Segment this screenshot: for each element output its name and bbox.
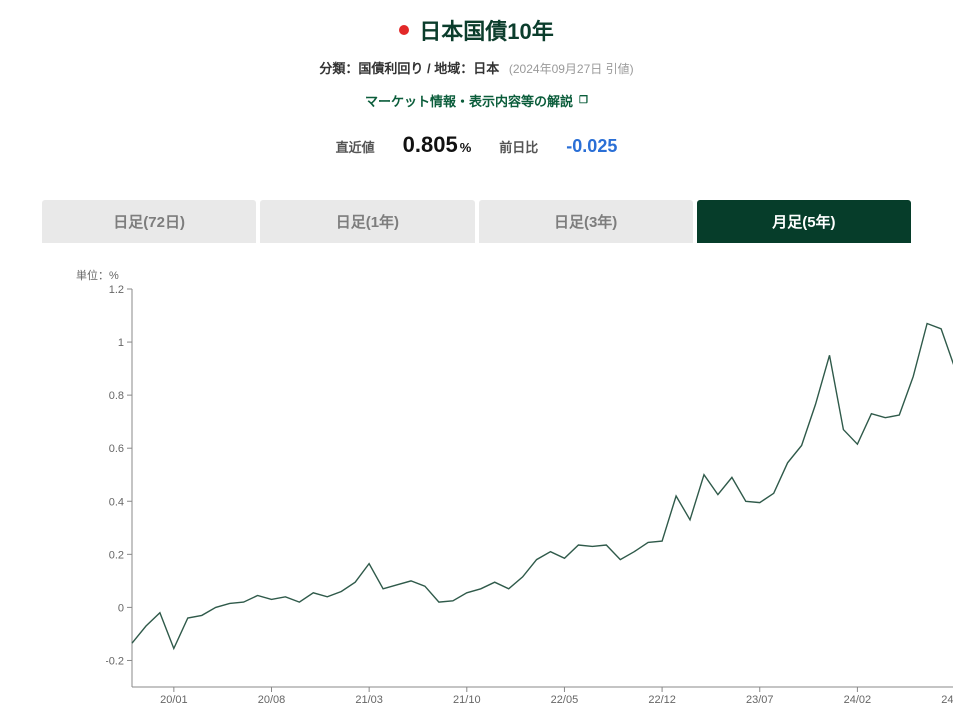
svg-text:1.2: 1.2	[109, 285, 124, 296]
latest-value: 0.805	[403, 132, 458, 157]
svg-text:0.4: 0.4	[109, 496, 124, 508]
tab-label: 日足(72日)	[113, 214, 185, 231]
svg-text:22/12: 22/12	[648, 694, 676, 705]
chart-svg: -0.2 0 0.2 0.4 0.6 0.8 1 1.2 20/01 20/08 21/03 21/1…	[106, 285, 953, 705]
svg-text:24/02: 24/02	[844, 694, 872, 705]
svg-text:21/10: 21/10	[453, 694, 481, 705]
svg-text:22/05: 22/05	[551, 694, 579, 705]
info-link[interactable]: マーケット情報・表示内容等の解説 ❐	[0, 91, 953, 110]
tab-label: 日足(3年)	[554, 214, 617, 231]
svg-text:20/01: 20/01	[160, 694, 188, 705]
svg-text:1: 1	[118, 337, 124, 349]
y-axis-unit: 単位：%	[76, 267, 119, 283]
svg-text:0.6: 0.6	[109, 443, 124, 455]
tab-1y[interactable]: 日足(1年)	[260, 200, 474, 243]
svg-text:-0.2: -0.2	[106, 655, 124, 667]
svg-text:24/09: 24/09	[941, 694, 953, 705]
latest-unit: %	[460, 140, 472, 155]
timeframe-tabs: 日足(72日) 日足(1年) 日足(3年) 月足(5年)	[42, 200, 911, 243]
svg-text:0.2: 0.2	[109, 549, 124, 561]
svg-text:0: 0	[118, 602, 124, 614]
tab-label: 日足(1年)	[336, 214, 399, 231]
tab-label: 月足(5年)	[772, 214, 835, 231]
tab-5y[interactable]: 月足(5年)	[697, 200, 911, 243]
change-value: -0.025	[566, 136, 617, 157]
external-link-icon: ❐	[579, 95, 588, 106]
values-row: 直近値 0.805% 前日比 -0.025	[0, 132, 953, 158]
status-dot-icon	[399, 25, 409, 35]
svg-text:21/03: 21/03	[355, 694, 383, 705]
svg-text:20/08: 20/08	[258, 694, 286, 705]
svg-text:23/07: 23/07	[746, 694, 774, 705]
subtitle: 分類：国債利回り / 地域：日本 (2024年09月27日 引値)	[0, 58, 953, 77]
change-label: 前日比	[499, 137, 538, 156]
chart: 単位：% -0.200.20.40.60.811.220/0120/0821/0…	[42, 267, 911, 687]
svg-text:0.8: 0.8	[109, 390, 124, 402]
tab-3y[interactable]: 日足(3年)	[479, 200, 693, 243]
tab-72d[interactable]: 日足(72日)	[42, 200, 256, 243]
latest-label: 直近値	[336, 137, 375, 156]
subtitle-date: (2024年09月27日 引値)	[509, 62, 634, 76]
subtitle-category: 分類：国債利回り / 地域：日本	[319, 61, 499, 76]
page-title: 日本国債10年	[419, 14, 553, 46]
info-link-label: マーケット情報・表示内容等の解説	[365, 91, 573, 110]
latest-value-group: 0.805%	[403, 132, 472, 158]
title-row: 日本国債10年	[0, 14, 953, 46]
